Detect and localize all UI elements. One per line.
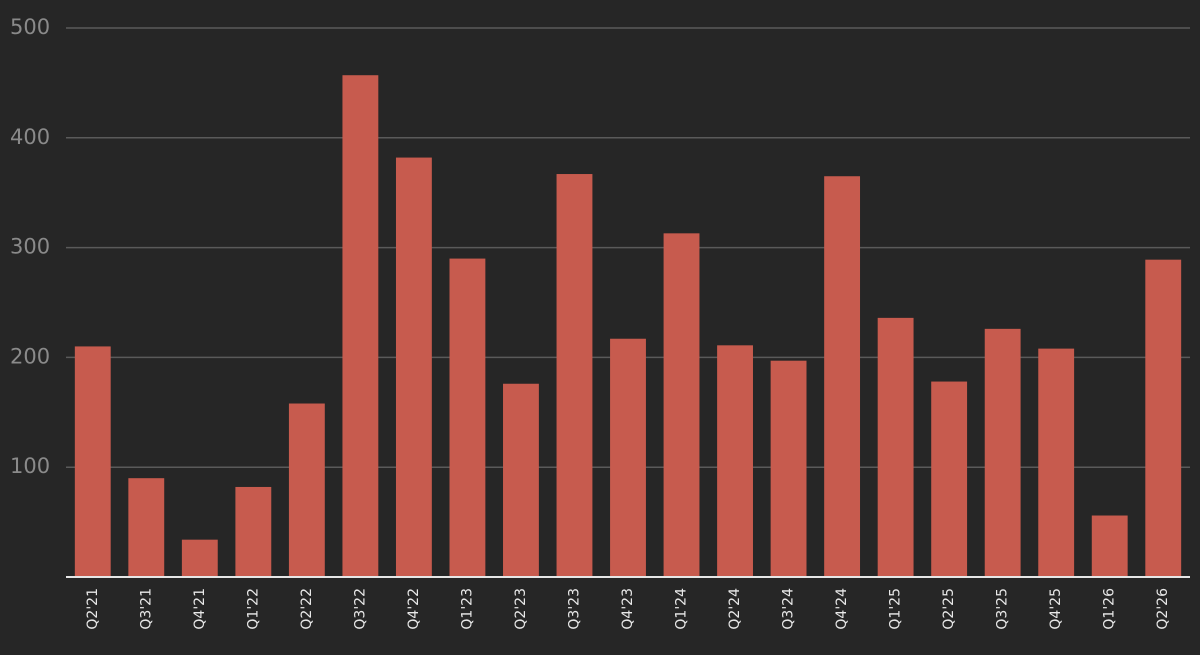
x-tick-label: Q4'21 <box>192 588 208 630</box>
x-tick-label: Q3'24 <box>781 588 797 630</box>
bar <box>770 360 807 577</box>
bar <box>128 478 165 577</box>
bar <box>449 258 486 577</box>
x-tick-label: Q3'25 <box>995 588 1011 630</box>
bar <box>1145 259 1182 577</box>
x-tick-label: Q4'25 <box>1048 588 1064 630</box>
x-tick-label: Q1'22 <box>245 588 261 630</box>
x-tick-label: Q1'25 <box>888 588 904 630</box>
bar <box>824 176 861 578</box>
x-tick-label: Q1'23 <box>459 588 475 630</box>
y-tick-label: 400 <box>10 125 50 149</box>
x-tick-label: Q2'24 <box>727 588 743 630</box>
y-tick-label: 300 <box>10 235 50 259</box>
x-tick-label: Q2'22 <box>299 588 315 630</box>
bar <box>717 345 753 577</box>
bar <box>342 75 379 578</box>
x-tick-label: Q2'26 <box>1155 588 1171 630</box>
bar <box>663 233 700 578</box>
bar <box>74 346 111 577</box>
y-tick-label: 200 <box>10 344 50 368</box>
y-tick-label: 500 <box>10 15 50 39</box>
x-tick-label: Q2'25 <box>941 588 957 630</box>
x-tick-label: Q3'23 <box>566 588 582 630</box>
x-tick-label: Q2'21 <box>85 588 101 630</box>
bar <box>235 486 272 577</box>
bar <box>395 157 432 577</box>
x-tick-label: Q1'26 <box>1102 588 1118 630</box>
bar <box>503 383 539 577</box>
x-tick-label: Q4'22 <box>406 588 422 630</box>
bar <box>1091 515 1128 577</box>
x-tick-label: Q4'23 <box>620 588 636 630</box>
x-tick-label: Q2'23 <box>513 588 529 630</box>
bar <box>931 381 968 577</box>
x-tick-label: Q4'24 <box>834 588 850 630</box>
bar <box>288 403 325 577</box>
bar <box>877 317 914 577</box>
y-tick-label: 100 <box>10 454 50 478</box>
x-tick-label: Q1'24 <box>674 588 690 630</box>
bar <box>556 174 593 577</box>
bar <box>181 539 218 577</box>
bar <box>610 338 646 577</box>
x-tick-label: Q3'22 <box>352 588 368 630</box>
x-tick-label: Q3'21 <box>138 588 154 630</box>
bar <box>1038 348 1075 577</box>
bar <box>984 328 1021 577</box>
